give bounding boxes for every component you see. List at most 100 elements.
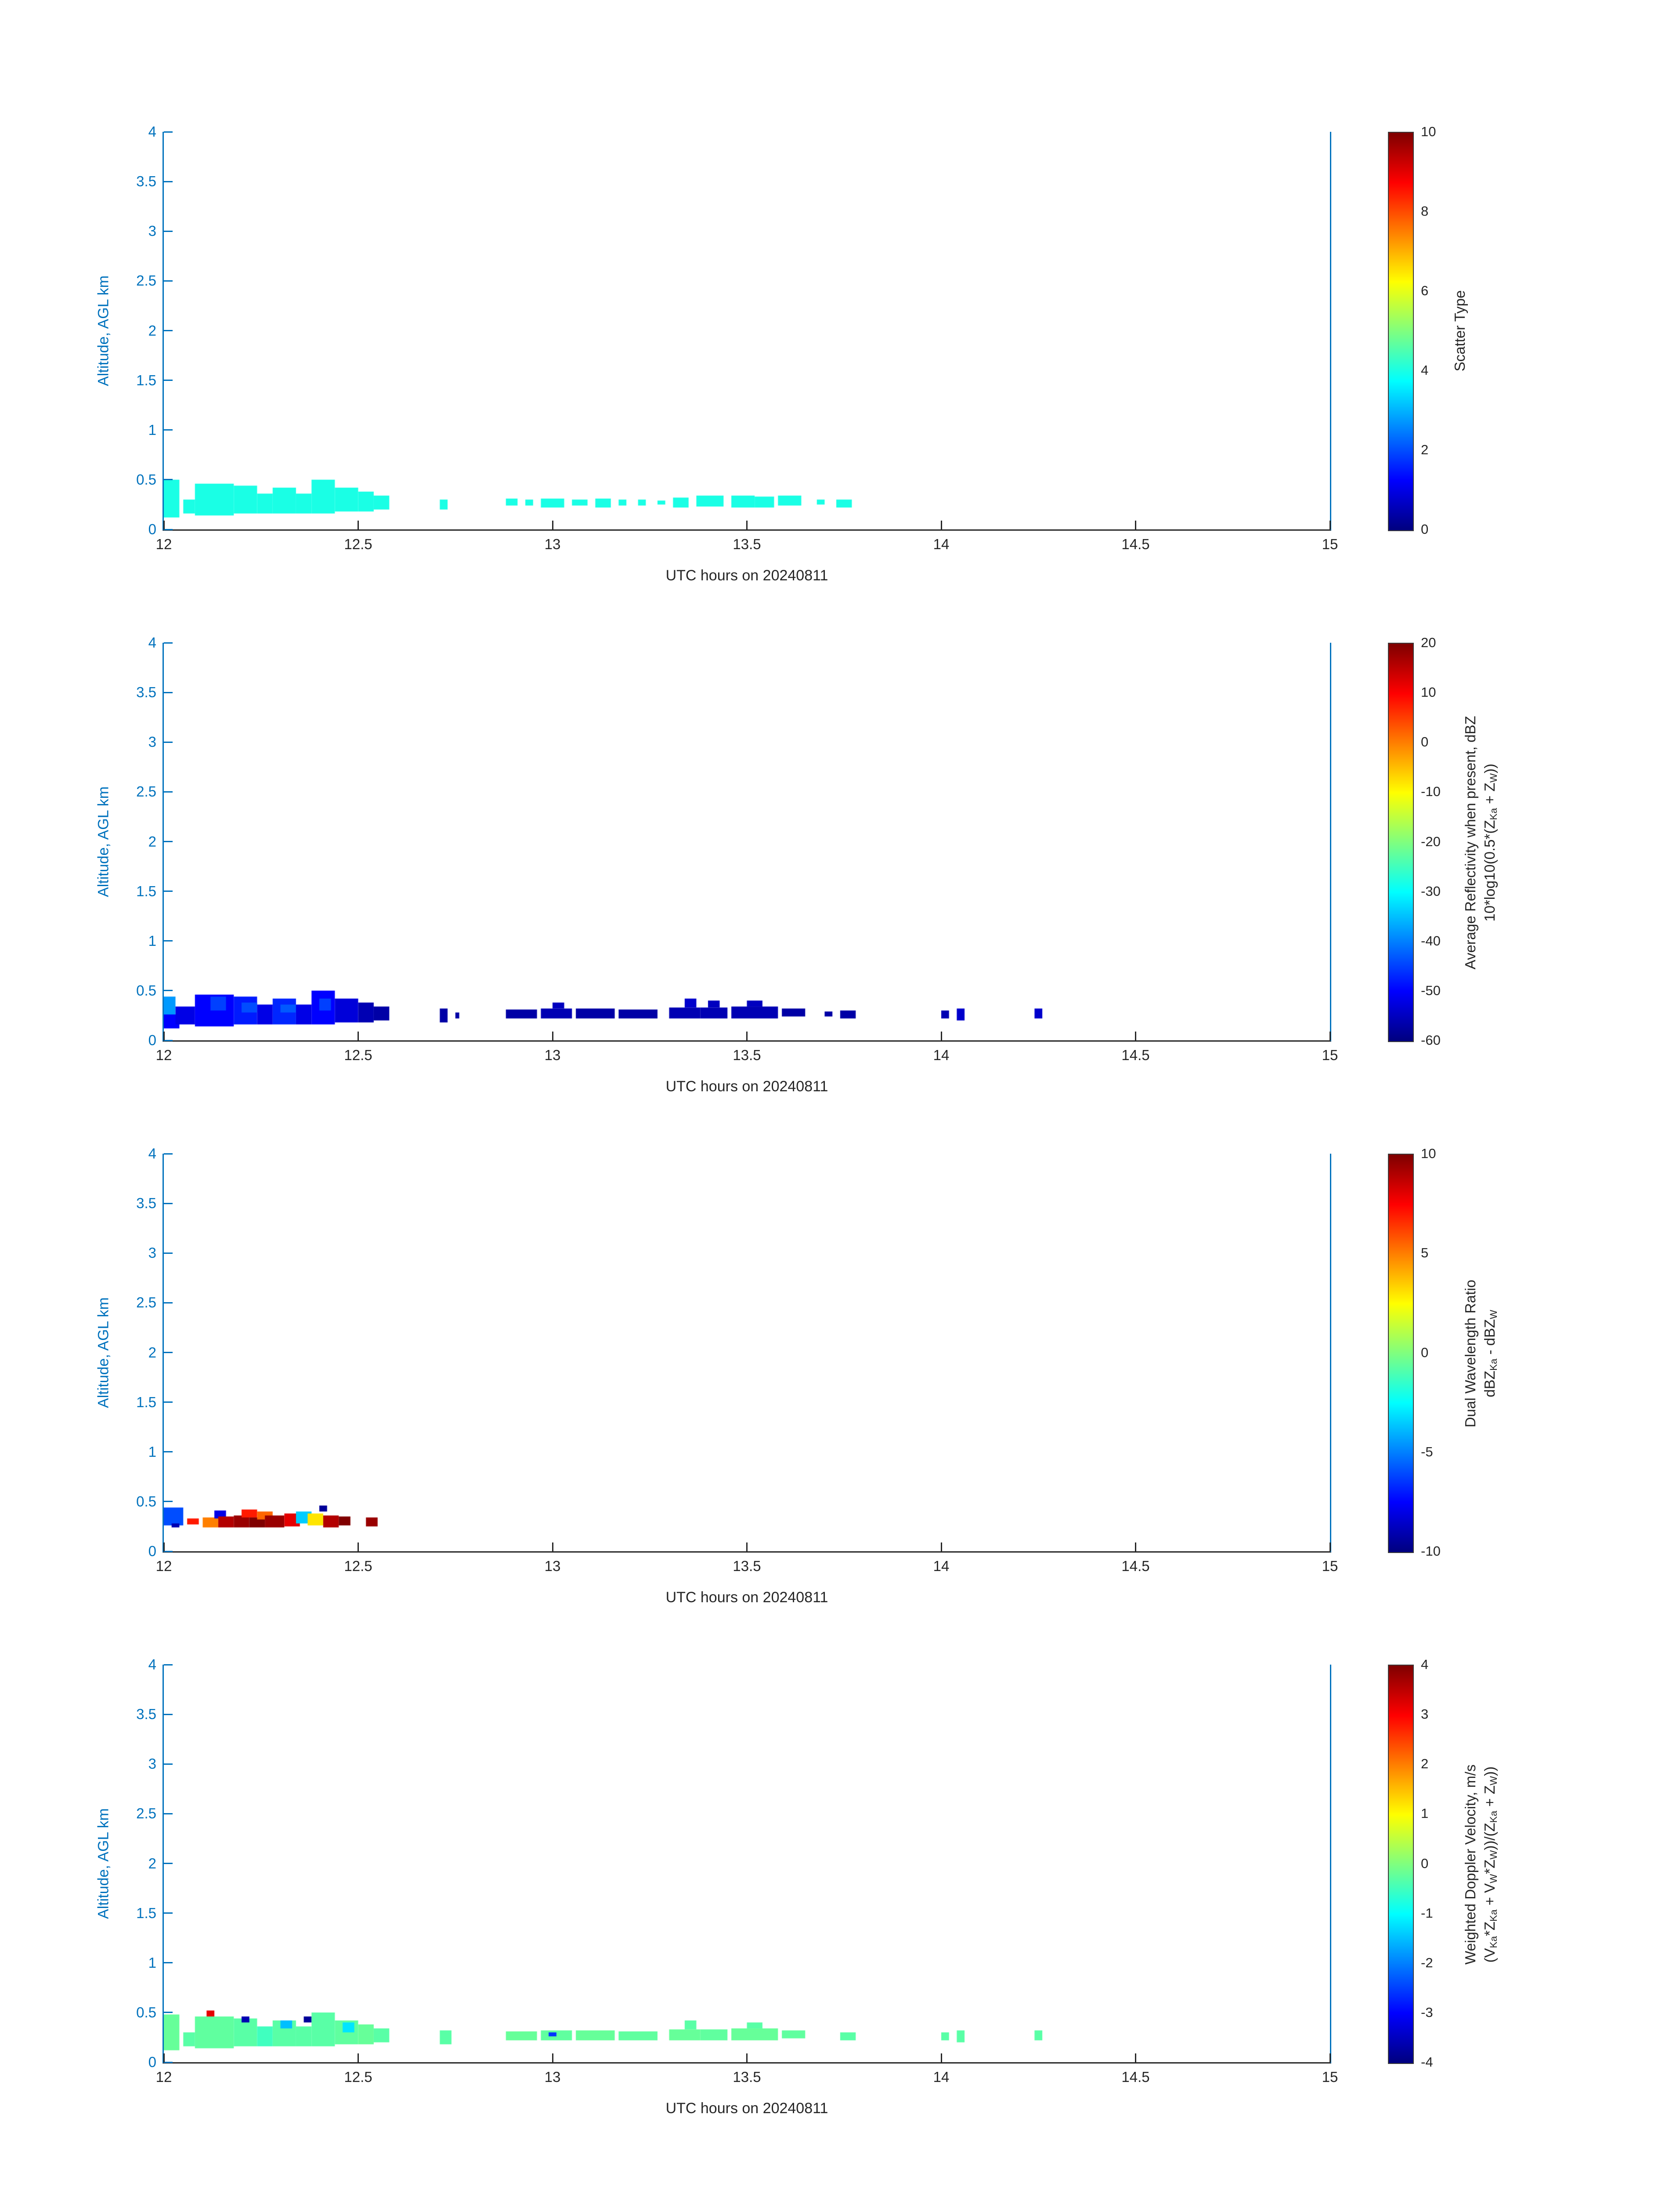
- x-tick-mark: [552, 1032, 553, 1040]
- y-tick-label: 0: [148, 2054, 156, 2070]
- colorbar: [1388, 1665, 1414, 2064]
- x-tick-mark: [1329, 2053, 1331, 2062]
- y-tick-label: 1: [148, 421, 156, 438]
- x-tick-label: 13.5: [733, 1558, 761, 1574]
- y-tick-mark: [164, 791, 173, 793]
- figure-page: { "figure": { "background": "#ffffff", "…: [95, 123, 1499, 2117]
- colorbar: [1388, 132, 1414, 531]
- plot-area: [163, 131, 1331, 531]
- colorbar-tick-label: -10: [1421, 1543, 1441, 1559]
- x-tick-label: 13: [544, 1558, 561, 1574]
- x-tick-mark: [163, 1032, 165, 1040]
- y-tick-mark: [164, 2012, 173, 2013]
- y-tick-label: 0: [148, 1032, 156, 1048]
- colorbar-tick-label: 0: [1421, 734, 1429, 750]
- colorbar-tick-label: -5: [1421, 1444, 1433, 1459]
- x-axis-label: UTC hours on 20240811: [665, 2100, 828, 2117]
- x-tick-label: 14.5: [1121, 2069, 1150, 2085]
- x-tick-mark: [940, 1542, 942, 1551]
- y-tick-label: 2: [148, 322, 156, 339]
- y-tick-label: 3: [148, 734, 156, 750]
- y-tick-mark: [164, 479, 173, 481]
- colorbar-tick-label: -20: [1421, 833, 1441, 849]
- colorbar: [1388, 1154, 1414, 1553]
- y-tick-mark: [164, 230, 173, 232]
- y-axis-label: Altitude, AGL km: [95, 1297, 112, 1408]
- y-tick-label: 3.5: [136, 1706, 156, 1723]
- x-tick-label: 12.5: [344, 1047, 372, 1063]
- y-tick-mark: [164, 940, 173, 942]
- y-tick-mark: [164, 280, 173, 282]
- y-tick-mark: [164, 380, 173, 381]
- x-tick-label: 14.5: [1121, 1558, 1150, 1574]
- x-tick-mark: [1135, 521, 1136, 529]
- x-axis-label: UTC hours on 20240811: [665, 567, 828, 584]
- y-tick-label: 2: [148, 1344, 156, 1361]
- y-tick-mark: [164, 692, 173, 693]
- colorbar-tick-label: -2: [1421, 1955, 1433, 1970]
- colorbar-tick-label: 0: [1421, 1344, 1429, 1360]
- y-tick-mark: [164, 529, 173, 530]
- y-tick-label: 4: [148, 1656, 156, 1673]
- y-tick-mark: [164, 181, 173, 182]
- colorbar-tick-label: 5: [1421, 1245, 1429, 1261]
- colorbar-tick-label: -30: [1421, 883, 1441, 899]
- x-tick-mark: [1135, 1032, 1136, 1040]
- x-tick-label: 14: [933, 1047, 950, 1063]
- y-tick-mark: [164, 1813, 173, 1814]
- x-tick-label: 15: [1322, 1047, 1338, 1063]
- y-tick-label: 1.5: [136, 372, 156, 388]
- y-tick-label: 4: [148, 1145, 156, 1162]
- y-tick-mark: [164, 1863, 173, 1864]
- y-tick-mark: [164, 1550, 173, 1552]
- colorbar-tick-label: 0: [1421, 521, 1429, 537]
- x-tick-mark: [552, 1542, 553, 1551]
- x-tick-mark: [746, 521, 748, 529]
- y-tick-mark: [164, 841, 173, 842]
- y-tick-label: 2.5: [136, 1805, 156, 1822]
- x-tick-label: 13.5: [733, 536, 761, 552]
- x-tick-label: 15: [1322, 2069, 1338, 2085]
- colorbar-tick-label: -50: [1421, 982, 1441, 998]
- x-tick-mark: [746, 1542, 748, 1551]
- colorbar-tick-label: -1: [1421, 1905, 1433, 1921]
- colorbar-tick-label: -60: [1421, 1032, 1441, 1048]
- y-tick-label: 4: [148, 123, 156, 140]
- colorbar-tick-label: -10: [1421, 784, 1441, 800]
- y-tick-label: 3: [148, 223, 156, 239]
- y-tick-label: 3: [148, 1756, 156, 1772]
- x-tick-mark: [940, 521, 942, 529]
- y-tick-mark: [164, 1153, 173, 1155]
- x-tick-mark: [358, 1032, 359, 1040]
- colorbar-tick-label: 10: [1421, 684, 1436, 700]
- x-tick-label: 13.5: [733, 2069, 761, 2085]
- y-tick-mark: [164, 429, 173, 431]
- colorbar-tick-label: 2: [1421, 1756, 1429, 1772]
- x-tick-mark: [1135, 2053, 1136, 2062]
- colorbar-tick-label: -40: [1421, 933, 1441, 949]
- y-tick-mark: [164, 2061, 173, 2063]
- y-axis-label: Altitude, AGL km: [95, 1808, 112, 1919]
- y-tick-mark: [164, 1763, 173, 1765]
- x-tick-label: 12.5: [344, 1558, 372, 1574]
- colorbar-tick-label: 6: [1421, 283, 1429, 298]
- y-axis-label: Altitude, AGL km: [95, 786, 112, 897]
- y-tick-mark: [164, 1352, 173, 1353]
- y-tick-label: 0.5: [136, 2004, 156, 2020]
- y-tick-mark: [164, 1451, 173, 1453]
- y-tick-label: 2.5: [136, 272, 156, 289]
- y-tick-label: 2.5: [136, 1294, 156, 1311]
- colorbar-tick-label: -3: [1421, 2004, 1433, 2020]
- x-axis-label: UTC hours on 20240811: [665, 1589, 828, 1606]
- y-tick-mark: [164, 1912, 173, 1914]
- x-tick-label: 12.5: [344, 536, 372, 552]
- x-tick-label: 13.5: [733, 1047, 761, 1063]
- y-tick-label: 0: [148, 521, 156, 537]
- x-axis-label: UTC hours on 20240811: [665, 1078, 828, 1095]
- colorbar-tick-label: 0: [1421, 1855, 1429, 1871]
- heatmap-canvas: [164, 132, 1330, 529]
- y-tick-label: 2: [148, 1855, 156, 1872]
- colorbar-tick-label: 3: [1421, 1706, 1429, 1722]
- x-tick-label: 12: [155, 536, 172, 552]
- x-tick-label: 14.5: [1121, 536, 1150, 552]
